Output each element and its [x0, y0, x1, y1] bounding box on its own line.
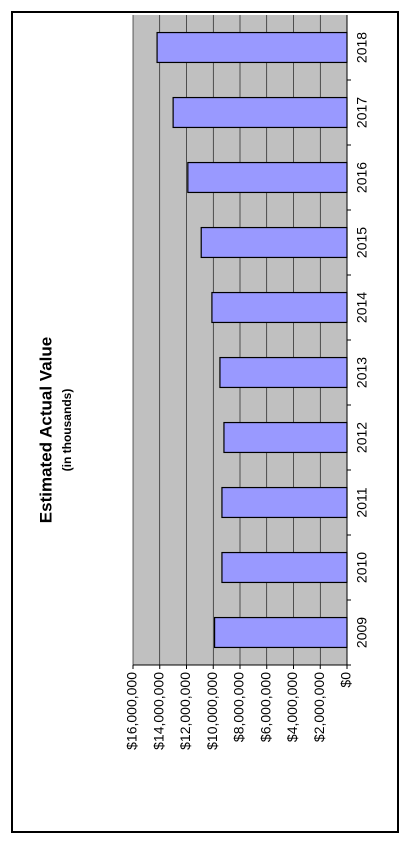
- x-tick-label: 2011: [354, 487, 370, 517]
- bar: [213, 616, 348, 649]
- x-tick-label: 2016: [354, 162, 370, 193]
- y-tick-label: $14,000,000: [150, 672, 166, 750]
- x-tick-label: 2015: [354, 227, 370, 258]
- y-tick-label: $4,000,000: [284, 672, 300, 742]
- rotated-chart: Estimated Actual Value (in thousands) $0…: [36, 15, 370, 750]
- x-tick-label: 2017: [354, 97, 370, 128]
- y-tick-label: $12,000,000: [177, 672, 193, 750]
- y-tick-label: $10,000,000: [204, 672, 220, 750]
- bar: [223, 421, 348, 454]
- bar: [219, 356, 348, 389]
- bar: [200, 226, 348, 259]
- x-tick-label: 2009: [354, 617, 370, 648]
- y-tick-label: $2,000,000: [311, 672, 327, 742]
- bar: [221, 486, 348, 519]
- y-tick-label: $0: [338, 672, 354, 688]
- y-tick-label: $6,000,000: [257, 672, 273, 742]
- x-tick-label: 2014: [354, 292, 370, 323]
- chart-title: Estimated Actual Value: [36, 337, 55, 523]
- x-tick-label: 2010: [354, 552, 370, 583]
- bar: [211, 291, 348, 324]
- x-tick-label: 2018: [354, 32, 370, 63]
- x-tick-label: 2012: [354, 422, 370, 453]
- y-tick-label: $8,000,000: [231, 672, 247, 742]
- bar: [187, 161, 348, 194]
- bar: [156, 31, 348, 64]
- bar: [172, 96, 348, 129]
- x-tick-label: 2013: [354, 357, 370, 388]
- y-tick-label: $16,000,000: [124, 672, 140, 750]
- bar: [221, 551, 348, 584]
- chart-subtitle: (in thousands): [60, 389, 74, 472]
